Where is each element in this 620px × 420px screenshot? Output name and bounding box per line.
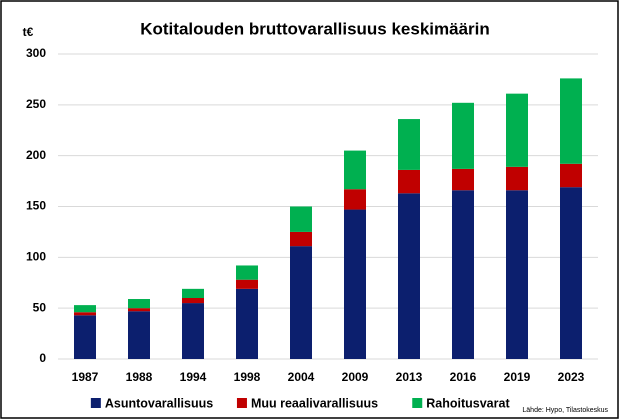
bar-segment	[128, 308, 150, 312]
bar-segment	[452, 190, 474, 359]
bar-segment	[452, 168, 474, 191]
legend-swatch	[412, 398, 423, 408]
x-tick-label: 2009	[342, 370, 369, 384]
bar-segment	[398, 169, 420, 194]
bar-segment	[74, 305, 96, 313]
bar-segment	[290, 246, 312, 359]
x-tick-label: 2016	[450, 370, 477, 384]
bar-segment	[236, 265, 258, 280]
bar-segment	[506, 166, 528, 191]
y-tick-label: 200	[26, 148, 46, 162]
legend-label: Rahoitusvarat	[426, 396, 510, 410]
bar-segment	[236, 279, 258, 289]
legend-label: Asuntovarallisuus	[105, 396, 213, 410]
chart-title: Kotitalouden bruttovarallisuus keskimäär…	[140, 19, 490, 38]
y-tick-label: 300	[26, 46, 46, 60]
x-tick-label: 2019	[504, 370, 531, 384]
bar-segment	[74, 315, 96, 359]
x-tick-label: 1994	[180, 370, 207, 384]
bar-segment	[290, 231, 312, 247]
bar-segment	[344, 150, 366, 190]
source-note: Lähde: Hypo, Tilastokeskus	[522, 407, 608, 414]
legend-label: Muu reaalivarallisuus	[251, 396, 378, 410]
bar-segment	[506, 93, 528, 167]
x-tick-label: 1998	[234, 370, 261, 384]
y-tick-label: 150	[26, 199, 46, 213]
bar-segment	[74, 312, 96, 316]
y-tick-label: 50	[33, 300, 47, 314]
bar-segment	[560, 78, 582, 164]
bar-segment	[560, 187, 582, 359]
bar-segment	[182, 303, 204, 359]
bar-segment	[290, 206, 312, 232]
y-tick-label: 0	[39, 351, 46, 365]
x-tick-label: 1987	[72, 370, 99, 384]
x-tick-label: 1988	[126, 370, 153, 384]
bar-segment	[236, 288, 258, 359]
x-tick-label: 2004	[288, 370, 315, 384]
bar-segment	[344, 209, 366, 359]
y-tick-label: 100	[26, 250, 46, 264]
y-axis-label: t€	[23, 25, 34, 39]
bar-segment	[182, 298, 204, 304]
legend-swatch	[236, 398, 247, 408]
y-tick-label: 250	[26, 97, 46, 111]
bar-segment	[344, 189, 366, 210]
legend-swatch	[90, 398, 101, 408]
x-tick-label: 2023	[558, 370, 585, 384]
x-tick-label: 2013	[396, 370, 423, 384]
bar-segment	[182, 288, 204, 298]
bar-segment	[128, 311, 150, 359]
bar-segment	[398, 119, 420, 170]
bar-segment	[128, 299, 150, 309]
bar-segment	[506, 190, 528, 359]
bar-segment	[452, 102, 474, 169]
bar-segment	[398, 193, 420, 359]
bar-segment	[560, 163, 582, 188]
